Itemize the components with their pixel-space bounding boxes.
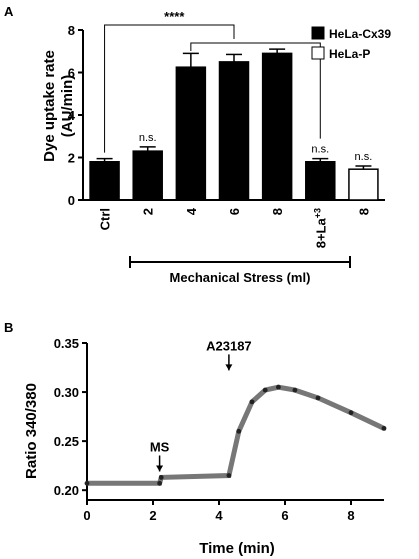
bar-8-la-5	[305, 161, 336, 201]
bar-6-3	[218, 61, 250, 201]
group-label: Mechanical Stress (ml)	[170, 270, 311, 285]
annotation-arrowhead	[225, 364, 233, 371]
calcium-ratio-trace	[87, 384, 386, 486]
bar-y-tick-label: 0	[68, 193, 75, 208]
data-point	[157, 480, 163, 486]
line-chart: Ratio 340/380 Time (min) 0.20 0.25 0.30 0.3…	[23, 336, 387, 557]
line-y-tick-label: 0.25	[54, 434, 79, 449]
data-point	[315, 395, 321, 401]
annotation-arrowhead	[156, 465, 164, 472]
bar-x-tick-label: Ctrl	[98, 208, 113, 230]
data-point	[262, 387, 268, 393]
bar-y-tick-label: 2	[68, 151, 75, 166]
bar-y-tick-label: 6	[68, 66, 75, 81]
line-x-tick-label: 6	[281, 508, 288, 523]
ns-label: n.s.	[311, 144, 329, 156]
bar-x-tick-label: 6	[227, 208, 242, 215]
bar-4-2	[175, 66, 207, 201]
bar-y-tick-label: 4	[68, 108, 76, 123]
line-x-tick-label: 8	[347, 508, 354, 523]
bar-x-tick-label: 2	[141, 208, 156, 215]
data-point	[236, 428, 242, 434]
bar-x-tick-label: 8+La+3	[312, 208, 328, 248]
la-superscript: +3	[312, 208, 322, 218]
legend-swatch-hela-p	[311, 46, 325, 60]
mechanical-stress-bracket: Mechanical Stress (ml)	[129, 256, 351, 285]
line-y-tick-label: 0.30	[54, 385, 79, 400]
legend-swatch-hela-cx39	[311, 26, 325, 40]
legend: HeLa-Cx39 HeLa-P	[311, 26, 391, 61]
line-y-axis-label: Ratio 340/380	[23, 383, 40, 479]
data-point	[276, 384, 281, 390]
legend-label-hela-p: HeLa-P	[329, 47, 370, 61]
bar-8-6	[348, 168, 379, 201]
bar-y-axis-label: Dye uptake rate	[41, 50, 58, 162]
bar-x-tick-label: 8	[270, 208, 285, 215]
bar-x-tick-label: 8	[356, 208, 371, 215]
data-point	[381, 425, 387, 431]
data-point	[84, 480, 90, 486]
line-y-tick-label: 0.35	[54, 336, 79, 351]
annotation-ms: MS	[150, 439, 170, 454]
ns-label: n.s.	[139, 132, 157, 144]
ns-label: n.s.	[355, 151, 373, 163]
bar-y-axis-unit: (AU/min)	[59, 75, 76, 138]
bar-chart: Dye uptake rate (AU/min) 0 2 4 6 8 Ctrl 2 4 6 8 8…	[41, 9, 391, 285]
bar-x-tick-label: 4	[184, 207, 199, 215]
panel-label-b: B	[4, 320, 13, 335]
legend-label-hela-cx39: HeLa-Cx39	[329, 27, 391, 41]
line-x-tick-label: 4	[215, 508, 223, 523]
bar-8-4	[261, 52, 293, 201]
significance-bracket-inner	[190, 42, 321, 139]
panel-label-a: A	[4, 4, 14, 19]
significance-bracket-outer	[104, 24, 235, 153]
bar-ctrl-0	[89, 161, 120, 201]
annotation-a23187: A23187	[206, 338, 252, 353]
data-point	[348, 410, 354, 416]
line-y-tick-label: 0.20	[54, 483, 79, 498]
data-point	[292, 387, 298, 393]
line-x-tick-label: 0	[83, 508, 90, 523]
data-point	[226, 473, 232, 478]
line-x-axis-label: Time (min)	[199, 540, 275, 557]
data-point	[249, 399, 255, 405]
bar-2-1	[132, 150, 163, 201]
significance-stars: ****	[164, 9, 185, 24]
data-point	[158, 475, 164, 480]
line-x-tick-label: 2	[149, 508, 156, 523]
bar-y-tick-label: 8	[68, 23, 75, 38]
